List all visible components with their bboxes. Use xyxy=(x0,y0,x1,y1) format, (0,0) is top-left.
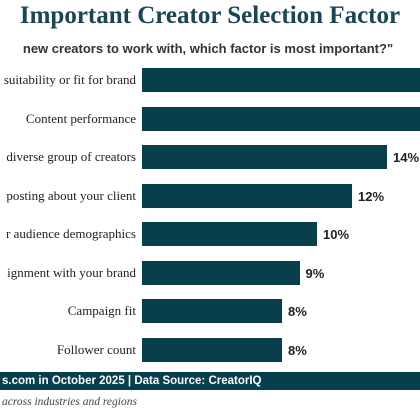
footnote: across industries and regions xyxy=(2,396,137,408)
chart-subtitle: new creators to work with, which factor … xyxy=(22,41,394,56)
category-label-text: diverse group of creators xyxy=(6,149,136,164)
bar xyxy=(142,68,420,92)
category-label-text: suitability or fit for brand xyxy=(3,72,136,87)
category-label-text: Content performance xyxy=(25,110,136,126)
value-label: 8% xyxy=(288,304,307,319)
category-label-text: Campaign fit xyxy=(67,303,136,318)
chart-title: Important Creator Selection Factor xyxy=(19,2,401,29)
source-bar: s.com in October 2025 | Data Source: Cre… xyxy=(0,372,420,390)
value-label: 14% xyxy=(393,150,420,165)
category-label-text: posting about your client xyxy=(6,187,136,203)
category-label: Campaign fit xyxy=(2,303,136,319)
category-label: diverse group of creators xyxy=(2,149,136,165)
bar-chart: suitability or fit for brand Content perf… xyxy=(0,62,420,372)
bar xyxy=(142,183,352,208)
value-label: 8% xyxy=(288,342,307,358)
bar xyxy=(142,106,420,131)
category-label-text: ignment with your brand xyxy=(7,264,136,280)
category-label: suitability or fit for brand xyxy=(2,72,136,88)
bar xyxy=(142,260,300,285)
category-label-text: Follower count xyxy=(56,341,136,357)
bar xyxy=(142,299,282,323)
category-label: ignment with your brand xyxy=(2,265,136,281)
value-label: 12% xyxy=(358,188,385,204)
category-label: Follower count xyxy=(2,342,136,358)
bar xyxy=(142,222,317,246)
bar xyxy=(142,145,387,169)
category-label: Content performance xyxy=(2,111,136,127)
value-label: 9% xyxy=(305,265,325,281)
category-label-text: r audience demographics xyxy=(6,226,136,241)
bar xyxy=(142,337,282,362)
category-label: r audience demographics xyxy=(2,226,136,242)
value-label: 10% xyxy=(323,227,350,242)
source-text: s.com in October 2025 | Data Source: Cre… xyxy=(2,375,262,387)
category-label: posting about your client xyxy=(2,188,136,204)
